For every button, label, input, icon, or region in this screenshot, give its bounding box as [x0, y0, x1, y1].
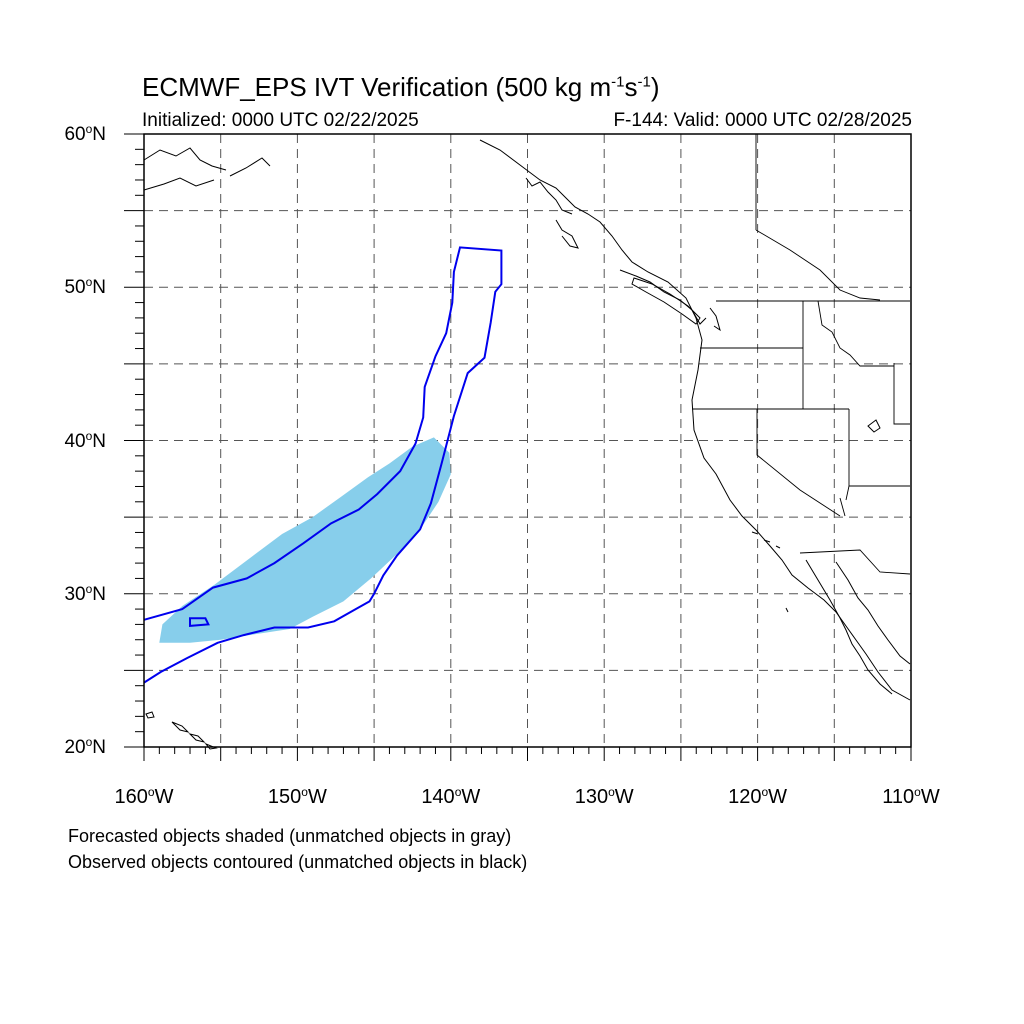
lon-tick-label: 130oW	[574, 785, 634, 808]
observed-objects	[143, 246, 503, 684]
valid-time: F-144: Valid: 0000 UTC 02/28/2025	[613, 110, 912, 131]
lon-tick-label: 140oW	[421, 785, 481, 808]
caption-observed: Observed objects contoured (unmatched ob…	[68, 852, 528, 872]
lat-tick-label: 30oN	[64, 581, 106, 605]
lat-tick-label: 60oN	[64, 122, 106, 145]
lat-tick-label: 40oN	[64, 428, 106, 452]
coastline-baja-california	[805, 559, 911, 695]
lon-tick-label: 120oW	[728, 785, 788, 808]
forecast-objects	[159, 437, 451, 643]
coastline-alaska-peninsula	[143, 147, 271, 191]
lat-tick-label: 50oN	[64, 275, 106, 299]
lat-tick-label: 20oN	[64, 735, 106, 758]
graticule	[144, 134, 911, 747]
coastline-north-america	[479, 139, 911, 701]
lon-tick-label: 150oW	[267, 785, 327, 808]
axis-ticks	[124, 133, 912, 761]
map-title: ECMWF_EPS IVT Verification (500 kg m-1s-…	[142, 72, 660, 102]
coastline-hawaii	[145, 711, 218, 750]
border-us-states	[692, 300, 911, 575]
lon-tick-label: 160oW	[114, 785, 174, 808]
political-borders	[692, 134, 911, 575]
coastline-channel-islands	[751, 419, 881, 613]
observed-object-contour	[189, 617, 210, 627]
caption-forecast: Forecasted objects shaded (unmatched obj…	[68, 826, 512, 846]
observed-object-contour	[143, 246, 503, 684]
coastlines	[143, 139, 911, 750]
lon-tick-label: 110oW	[882, 785, 940, 808]
coastline-alaska-islands	[525, 177, 707, 325]
initialized-time: Initialized: 0000 UTC 02/22/2025	[142, 110, 419, 131]
border-alaska-canada	[755, 134, 881, 301]
forecast-object-shaded	[159, 437, 451, 643]
coastline-vancouver-island	[631, 277, 721, 332]
